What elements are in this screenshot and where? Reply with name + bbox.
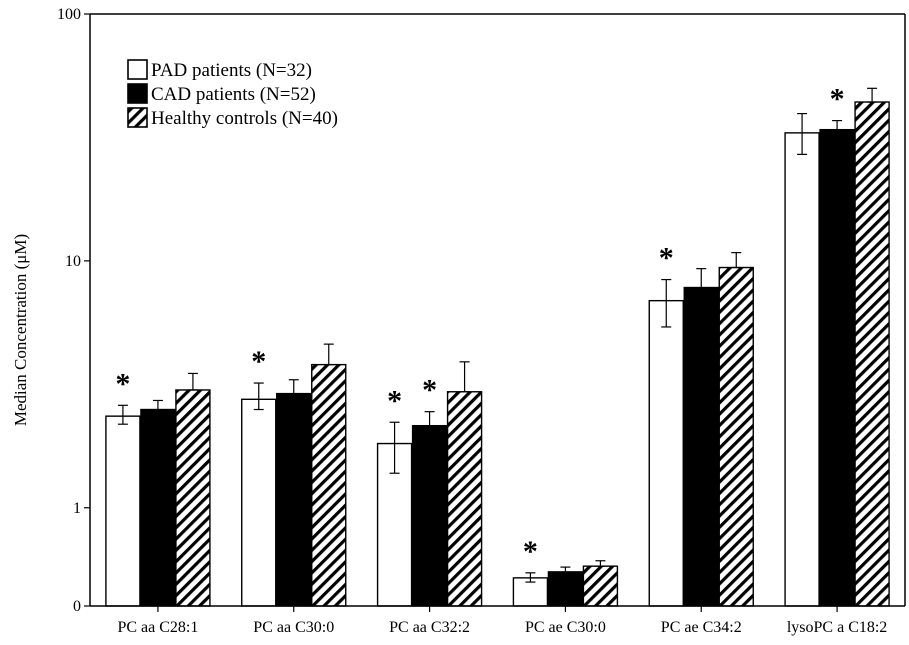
bar-3-1 [175, 389, 211, 607]
legend-swatch-3 [127, 107, 148, 128]
significance-marker: * [251, 345, 266, 378]
legend: PAD patients (N=32) CAD patients (N=52) He… [127, 59, 338, 129]
x-tick-label: PC aa C30:0 [253, 619, 334, 636]
y-tick-label: 100 [57, 6, 81, 23]
x-tick-label: PC aa C28:1 [117, 619, 198, 636]
bar-2-3 [411, 424, 448, 607]
significance-marker: * [659, 242, 674, 275]
bar-3-6 [854, 101, 890, 607]
bar-3-4 [582, 565, 619, 607]
x-tick-label: PC aa C32:2 [389, 619, 470, 636]
legend-label-1: PAD patients (N=32) [151, 60, 312, 81]
legend-label-3: Healthy controls (N=40) [151, 108, 338, 129]
x-tick-label: lysoPC a C18:2 [787, 619, 887, 636]
x-tick-label: PC ae C30:0 [525, 619, 606, 636]
bar-1-5 [648, 299, 684, 607]
y-tick-label: 0 [73, 598, 81, 615]
bar-2-2 [276, 392, 312, 607]
bar-3-3 [446, 391, 483, 607]
significance-marker: * [523, 535, 538, 568]
y-axis-label: Median Concentration (μM) [11, 234, 30, 426]
significance-marker: * [115, 367, 130, 400]
bar-1-1 [105, 415, 141, 607]
bar-3-5 [718, 266, 754, 607]
bar-2-6 [819, 128, 855, 607]
bar-2-4 [547, 571, 584, 607]
bar-2-1 [140, 408, 176, 607]
significance-marker: * [387, 384, 402, 417]
x-tick-label: PC ae C34:2 [661, 619, 742, 636]
bar-1-2 [241, 398, 277, 607]
legend-label-2: CAD patients (N=52) [151, 84, 316, 105]
significance-marker: * [422, 374, 437, 407]
significance-marker: * [830, 83, 845, 116]
y-tick-label: 10 [65, 253, 81, 270]
legend-swatch-2 [127, 83, 148, 104]
bar-3-2 [311, 363, 347, 607]
bar-2-5 [683, 286, 719, 607]
y-tick-label: 1 [73, 500, 81, 517]
bar-1-6 [784, 132, 820, 607]
legend-swatch-1 [127, 59, 148, 80]
